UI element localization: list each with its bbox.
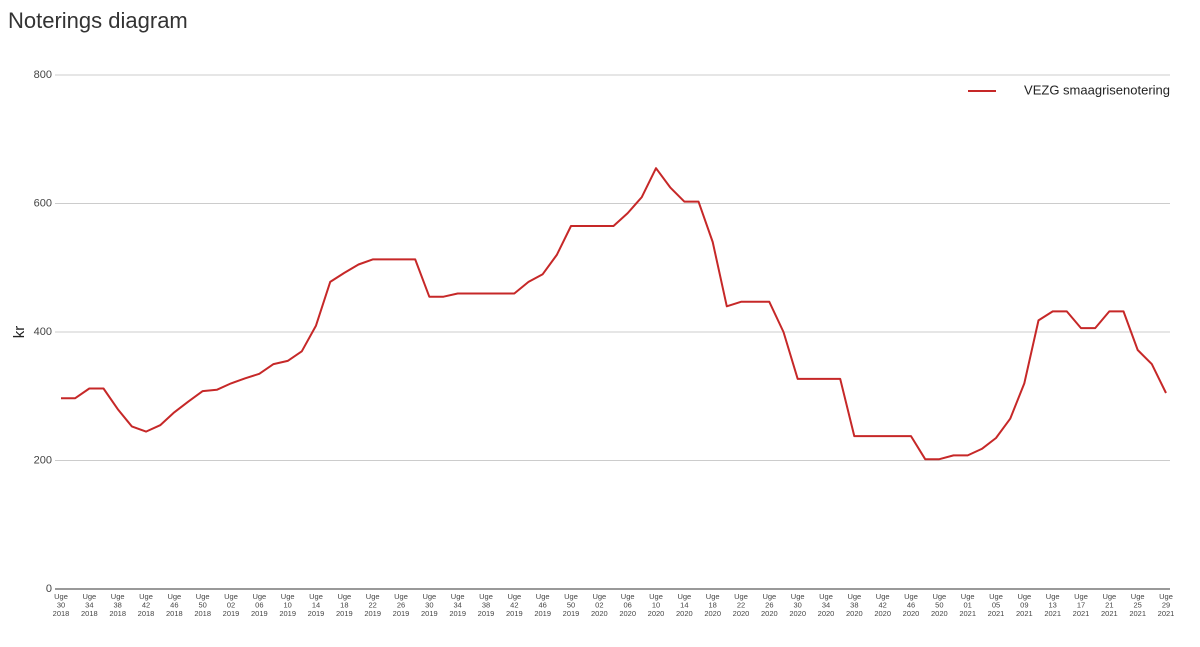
x-tick-label: Uge 13 2021 [1044,592,1061,618]
x-tick-label: Uge 05 2021 [988,592,1005,618]
chart-title: Noterings diagram [8,8,188,33]
x-tick-label: Uge 10 2020 [648,592,665,618]
x-tick-label: Uge 06 2019 [251,592,268,618]
x-tick-label: Uge 42 2018 [138,592,155,618]
x-tick-label: Uge 46 2020 [903,592,920,618]
x-tick-label: Uge 30 2018 [53,592,70,618]
x-tick-label: Uge 21 2021 [1101,592,1118,618]
x-tick-label: Uge 18 2019 [336,592,353,618]
x-tick-label: Uge 06 2020 [619,592,636,618]
x-tick-label: Uge 30 2019 [421,592,438,618]
x-tick-label: Uge 01 2021 [959,592,976,618]
y-axis-label: kr [11,326,28,339]
x-tick-label: Uge 22 2019 [364,592,381,618]
x-tick-label: Uge 50 2018 [194,592,211,618]
x-tick-label: Uge 14 2019 [308,592,325,618]
x-tick-label: Uge 26 2019 [393,592,410,618]
y-tick-label: 600 [34,197,52,209]
x-tick-label: Uge 46 2019 [534,592,551,618]
x-tick-label: Uge 22 2020 [733,592,750,618]
x-tick-label: Uge 14 2020 [676,592,693,618]
x-tick-label: Uge 38 2019 [478,592,495,618]
x-tick-label: Uge 38 2018 [109,592,126,618]
x-tick-label: Uge 10 2019 [279,592,296,618]
x-tick-label: Uge 30 2020 [789,592,806,618]
x-tick-label: Uge 18 2020 [704,592,721,618]
x-tick-label: Uge 09 2021 [1016,592,1033,618]
x-tick-label: Uge 34 2020 [818,592,835,618]
x-tick-label: Uge 02 2019 [223,592,240,618]
x-tick-label: Uge 34 2019 [449,592,466,618]
x-tick-label: Uge 29 2021 [1158,592,1175,618]
x-tick-label: Uge 46 2018 [166,592,183,618]
y-tick-label: 0 [46,583,52,595]
x-tick-label: Uge 50 2020 [931,592,948,618]
x-tick-label: Uge 42 2020 [874,592,891,618]
y-tick-label: 200 [34,454,52,466]
x-tick-label: Uge 17 2021 [1073,592,1090,618]
x-tick-label: Uge 38 2020 [846,592,863,618]
x-tick-label: Uge 26 2020 [761,592,778,618]
line-series [61,167,1167,461]
legend-label: VEZG smaagrisenotering [1024,82,1170,97]
x-tick-label: Uge 34 2018 [81,592,98,618]
x-tick-label: Uge 02 2020 [591,592,608,618]
y-tick-label: 800 [34,69,52,81]
x-tick-label: Uge 50 2019 [563,592,580,618]
x-tick-label: Uge 42 2019 [506,592,523,618]
x-tick-label: Uge 25 2021 [1129,592,1146,618]
y-tick-label: 400 [34,326,52,338]
